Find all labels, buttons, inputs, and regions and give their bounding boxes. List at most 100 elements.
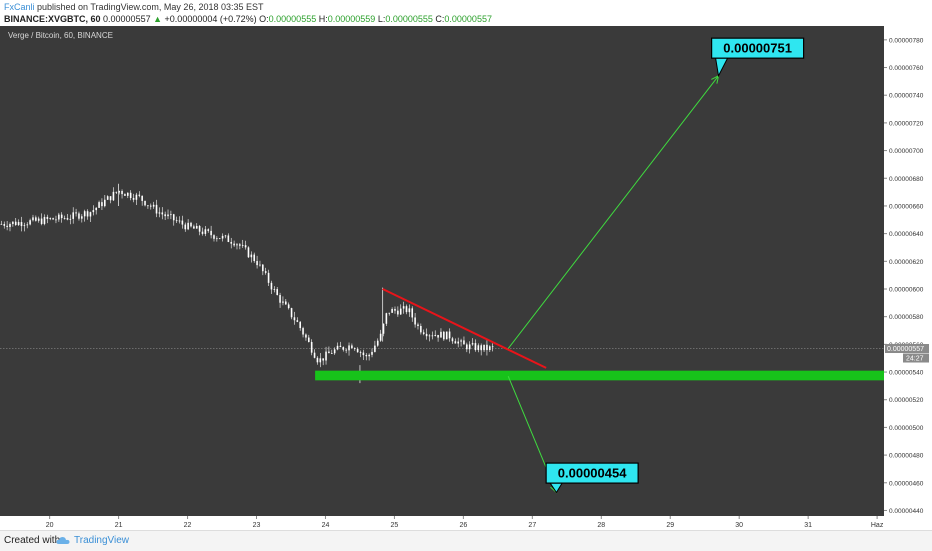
price-chart[interactable]: 0.00000780 0.00000760 0.00000740 0.00000720… <box>0 26 932 530</box>
candle-body <box>86 211 89 217</box>
candle-body <box>14 221 17 225</box>
close-value: 0.00000557 <box>444 14 492 24</box>
candle-body <box>187 222 189 230</box>
candle-body <box>9 223 11 227</box>
candle-body <box>491 346 494 348</box>
candle-body <box>454 341 457 344</box>
candle-body <box>310 341 313 353</box>
candle-body <box>175 220 178 222</box>
price-tick-label: 0.00000600 <box>889 286 924 293</box>
candle-body <box>282 301 284 303</box>
target-up-callout-label: 0.00000751 <box>723 41 792 56</box>
price-tick-label: 0.00000620 <box>889 259 924 266</box>
chart-title: Verge / Bitcoin, 60, BINANCE <box>8 31 113 40</box>
candle-body <box>285 301 287 305</box>
candle-body <box>60 214 63 219</box>
candle-body <box>63 218 66 219</box>
candle-body <box>440 331 442 338</box>
candle-body <box>115 191 118 193</box>
high-value: 0.00000559 <box>327 14 376 24</box>
countdown-tag-bg <box>903 353 929 363</box>
candle-body <box>12 221 14 224</box>
candle-body <box>167 214 169 217</box>
candle-body <box>471 343 474 345</box>
low-value: 0.00000555 <box>385 14 433 24</box>
candle-body <box>158 212 161 214</box>
candle-body <box>221 235 224 239</box>
target-up-callout-box[interactable] <box>711 37 805 59</box>
time-tick-label: 23 <box>253 522 261 529</box>
price-tick-label: 0.00000760 <box>889 65 924 72</box>
last-price-tag-bg <box>885 344 929 354</box>
candle-body <box>23 225 26 227</box>
candle-body <box>35 217 37 221</box>
time-tick-label: 30 <box>735 522 743 529</box>
candle-body <box>210 230 212 236</box>
candle-body <box>144 200 146 206</box>
resistance-trendline[interactable] <box>382 288 547 369</box>
candle-body <box>81 216 83 219</box>
author-link[interactable]: FxCanli <box>4 2 35 12</box>
candle-body <box>40 218 43 224</box>
candle-body <box>391 308 393 313</box>
candle-body <box>152 204 155 207</box>
candle-body <box>279 295 281 303</box>
candle-body <box>336 345 339 350</box>
candle-body <box>216 238 218 240</box>
candle-body <box>109 196 112 201</box>
bullish-arrow[interactable] <box>507 75 719 349</box>
time-axis[interactable] <box>0 516 884 530</box>
up-arrow-icon: ▲ <box>153 14 163 24</box>
candle-body <box>121 191 123 195</box>
price-axis[interactable] <box>884 26 932 530</box>
target-down-callout-label: 0.00000454 <box>558 466 627 481</box>
candle-body <box>264 271 267 273</box>
candle-body <box>276 289 278 296</box>
candle-body <box>463 340 465 345</box>
candle-body <box>267 272 270 283</box>
candle-body <box>26 224 29 226</box>
price-axis-ticks: 0.00000780 0.00000760 0.00000740 0.00000720… <box>884 37 924 515</box>
candle-body <box>239 244 241 246</box>
candle-body <box>207 229 210 231</box>
candle-body <box>477 345 480 351</box>
candle-body <box>325 351 327 361</box>
time-tick-label: 20 <box>46 522 54 529</box>
tradingview-link[interactable]: TradingView <box>74 535 130 546</box>
target-callouts[interactable]: 0.00000751 0.00000454 <box>545 37 805 494</box>
candle-body <box>46 216 49 219</box>
candle-body <box>256 261 258 266</box>
candle-body <box>20 222 23 227</box>
support-zone[interactable] <box>315 370 884 381</box>
candle-body <box>466 344 468 350</box>
time-tick-label: 26 <box>459 522 467 529</box>
candle-body <box>468 344 471 350</box>
time-tick-label: 22 <box>184 522 192 529</box>
candle-body <box>422 332 425 334</box>
candle-body <box>230 241 233 244</box>
candle-body <box>259 264 261 266</box>
candle-body <box>299 321 301 329</box>
candle-body <box>420 326 422 333</box>
candle-body <box>474 343 477 351</box>
target-down-callout-box[interactable] <box>545 462 639 484</box>
candle-body <box>483 344 485 351</box>
candle-body <box>247 247 250 258</box>
low-label: L: <box>377 14 386 24</box>
candle-body <box>402 306 405 309</box>
candle-body <box>293 317 296 321</box>
candle-body <box>405 306 408 313</box>
candle-body <box>83 211 86 217</box>
candle-body <box>382 323 385 334</box>
candle-body <box>72 212 75 219</box>
candle-body <box>397 310 399 315</box>
candle-body <box>374 345 376 352</box>
plot-background <box>0 26 884 516</box>
candle-body <box>236 244 238 246</box>
candle-body <box>0 223 3 225</box>
price-tick-label: 0.00000680 <box>889 176 924 183</box>
candle-body <box>313 352 316 358</box>
time-axis-ticks: 20 21 22 23 24 25 26 27 28 29 30 31 Haz <box>46 516 884 529</box>
chart-header: FxCanli published on TradingView.com, Ma… <box>0 0 932 26</box>
created-with-label: Created with <box>4 535 61 546</box>
